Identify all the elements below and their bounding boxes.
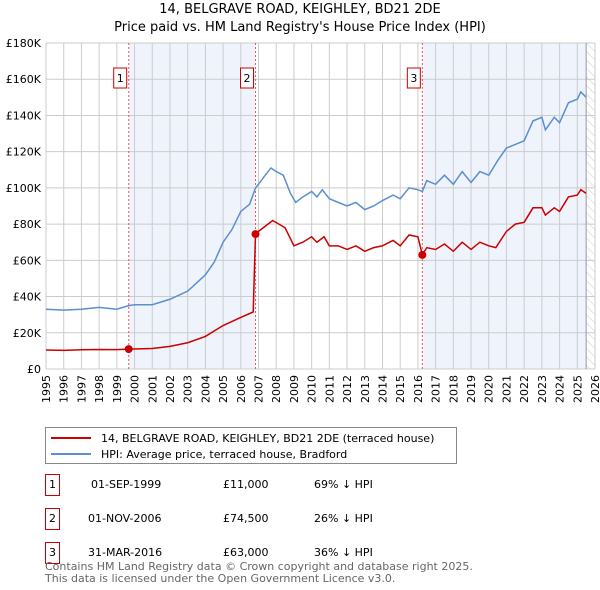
transaction-row: 3 31-MAR-2016 £63,000 36% ↓ HPI bbox=[45, 542, 445, 564]
x-tick-label: 2020 bbox=[483, 375, 496, 403]
transaction-date: 01-NOV-2006 bbox=[88, 512, 162, 525]
sale-label-box bbox=[406, 67, 421, 89]
transaction-row: 1 01-SEP-1999 £11,000 69% ↓ HPI bbox=[45, 474, 445, 496]
sale-label: 2 bbox=[244, 72, 251, 85]
legend: 14, BELGRAVE ROAD, KEIGHLEY, BD21 2DE (t… bbox=[45, 427, 457, 464]
x-tick-label: 1997 bbox=[75, 375, 88, 403]
x-tick-label: 2022 bbox=[518, 375, 531, 403]
marker-badge: 2 bbox=[45, 508, 60, 530]
transaction-hpi: 69% ↓ HPI bbox=[314, 478, 373, 491]
chart-subtitle: Price paid vs. HM Land Registry's House … bbox=[114, 20, 486, 35]
x-tick-label: 2016 bbox=[412, 375, 425, 403]
x-tick-label: 2025 bbox=[571, 375, 584, 403]
y-tick-label: £100K bbox=[6, 182, 42, 195]
transaction-date: 31-MAR-2016 bbox=[88, 546, 163, 559]
x-tick-label: 2019 bbox=[465, 375, 478, 403]
transaction-hpi: 26% ↓ HPI bbox=[314, 512, 373, 525]
x-tick-label: 2006 bbox=[235, 375, 248, 403]
y-tick-label: £40K bbox=[13, 291, 42, 304]
transaction-row: 2 01-NOV-2006 £74,500 26% ↓ HPI bbox=[45, 508, 445, 530]
x-tick-label: 2001 bbox=[146, 375, 159, 403]
shaded-period bbox=[422, 43, 587, 369]
x-tick-label: 2010 bbox=[306, 375, 319, 403]
x-tick-label: 2023 bbox=[536, 375, 549, 403]
sale-label: 1 bbox=[117, 72, 124, 85]
transaction-hpi: 36% ↓ HPI bbox=[314, 546, 373, 559]
x-tick-label: 2013 bbox=[359, 375, 372, 403]
x-tick-label: 2007 bbox=[253, 375, 266, 403]
y-tick-label: £180K bbox=[6, 37, 42, 50]
x-tick-label: 1999 bbox=[111, 375, 124, 403]
footer: Contains HM Land Registry data © Crown c… bbox=[45, 561, 585, 585]
sale-point bbox=[124, 345, 133, 354]
footer-copyright: Contains HM Land Registry data © Crown c… bbox=[45, 560, 473, 573]
y-tick-label: £20K bbox=[13, 327, 42, 340]
y-tick-label: £80K bbox=[13, 218, 42, 231]
y-tick-label: £160K bbox=[6, 73, 42, 86]
y-tick-label: £140K bbox=[6, 109, 42, 122]
x-tick-label: 2008 bbox=[270, 375, 283, 403]
series-line bbox=[45, 188, 587, 352]
series-line bbox=[45, 90, 587, 311]
sale-point bbox=[418, 250, 427, 259]
x-tick-label: 2002 bbox=[164, 375, 177, 403]
x-tick-label: 2005 bbox=[217, 375, 230, 403]
marker-badge: 3 bbox=[45, 542, 60, 564]
x-tick-label: 2018 bbox=[447, 375, 460, 403]
sale-point bbox=[251, 230, 260, 239]
x-tick-label: 2012 bbox=[341, 375, 354, 403]
x-tick-label: 2014 bbox=[376, 375, 389, 403]
x-tick-label: 1995 bbox=[40, 375, 53, 403]
shaded-period bbox=[128, 43, 256, 369]
x-tick-label: 2021 bbox=[500, 375, 513, 403]
x-tick-label: 2003 bbox=[182, 375, 195, 403]
sale-label-box bbox=[240, 67, 255, 89]
transaction-price: £11,000 bbox=[223, 478, 269, 491]
x-tick-label: 1996 bbox=[58, 375, 71, 403]
y-tick-label: £60K bbox=[13, 254, 42, 267]
transaction-price: £74,500 bbox=[223, 512, 269, 525]
legend-property: 14, BELGRAVE ROAD, KEIGHLEY, BD21 2DE (t… bbox=[101, 431, 435, 445]
x-tick-label: 1998 bbox=[93, 375, 106, 403]
price-chart: 1995 1996 1997 1998 1999 2000 2001 2002 2003 2004… bbox=[6, 37, 600, 403]
x-tick-label: 2015 bbox=[394, 375, 407, 403]
footer-licence: This data is licensed under the Open Gov… bbox=[45, 572, 396, 585]
x-tick-label: 2000 bbox=[129, 375, 142, 403]
x-tick-label: 2009 bbox=[288, 375, 301, 403]
sale-label-box bbox=[113, 67, 128, 89]
y-tick-label: £120K bbox=[6, 146, 42, 159]
transaction-date: 01-SEP-1999 bbox=[91, 478, 162, 491]
x-tick-label: 2017 bbox=[430, 375, 443, 403]
legend-red-line bbox=[51, 437, 91, 439]
legend-hpi: HPI: Average price, terraced house, Brad… bbox=[101, 447, 348, 461]
x-tick-label: 2004 bbox=[199, 375, 212, 403]
x-tick-label: 2024 bbox=[554, 375, 567, 403]
chart-title: 14, BELGRAVE ROAD, KEIGHLEY, BD21 2DE bbox=[159, 2, 441, 17]
sale-label: 3 bbox=[410, 72, 417, 85]
legend-blue-line bbox=[51, 453, 91, 455]
forecast-hatch bbox=[586, 43, 595, 369]
x-tick-label: 2011 bbox=[323, 375, 336, 403]
y-tick-label: £0 bbox=[27, 363, 41, 376]
transaction-price: £63,000 bbox=[223, 546, 269, 559]
marker-badge: 1 bbox=[45, 474, 60, 496]
x-tick-label: 2026 bbox=[589, 375, 600, 403]
